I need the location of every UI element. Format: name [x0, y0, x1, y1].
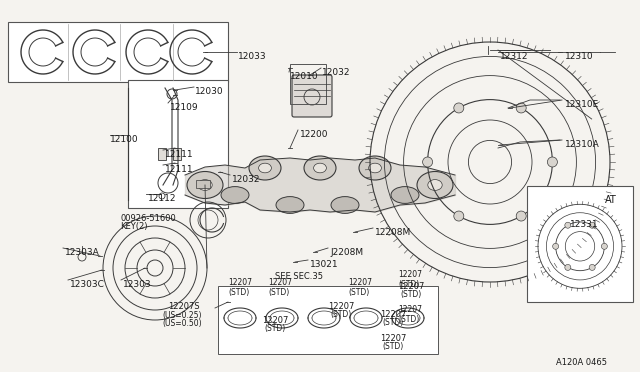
Text: 12207
(STD): 12207 (STD)	[268, 278, 292, 297]
Text: 12207
(STD): 12207 (STD)	[348, 278, 372, 297]
Text: (STD): (STD)	[400, 290, 421, 299]
Bar	[8, 22, 228, 82]
Text: 12303: 12303	[123, 280, 152, 289]
Text: (STD): (STD)	[264, 324, 285, 333]
Ellipse shape	[391, 187, 419, 203]
Text: 12100: 12100	[110, 135, 139, 144]
Text: 12207: 12207	[262, 316, 289, 325]
Text: 12207: 12207	[398, 282, 424, 291]
Ellipse shape	[249, 156, 281, 180]
Text: A120A 0465: A120A 0465	[556, 358, 607, 367]
Circle shape	[547, 157, 557, 167]
Bar	[196, 180, 210, 188]
Text: (STD): (STD)	[330, 310, 351, 319]
Text: 12112: 12112	[148, 194, 177, 203]
Ellipse shape	[428, 180, 442, 190]
Bar	[158, 148, 166, 160]
Ellipse shape	[417, 171, 453, 199]
Circle shape	[589, 222, 595, 228]
Ellipse shape	[331, 196, 359, 214]
Ellipse shape	[198, 180, 212, 190]
Text: (STD): (STD)	[382, 318, 403, 327]
Bar	[527, 186, 633, 302]
Text: 12111: 12111	[165, 150, 194, 159]
Text: 12109: 12109	[170, 103, 198, 112]
Circle shape	[589, 264, 595, 270]
Text: (US=0.50): (US=0.50)	[162, 319, 202, 328]
Bar	[173, 148, 181, 160]
Text: 12310: 12310	[565, 52, 594, 61]
Text: 13021: 13021	[310, 260, 339, 269]
Text: 12310E: 12310E	[565, 100, 599, 109]
Ellipse shape	[259, 163, 271, 173]
Text: 12207
(STD): 12207 (STD)	[228, 278, 252, 297]
Ellipse shape	[187, 171, 223, 199]
Text: KEY(2): KEY(2)	[120, 222, 147, 231]
Text: 12208M: 12208M	[375, 228, 412, 237]
Circle shape	[422, 157, 433, 167]
Text: 12303A: 12303A	[65, 248, 100, 257]
Circle shape	[565, 264, 571, 270]
Bar	[218, 286, 438, 354]
Circle shape	[516, 103, 526, 113]
Text: (STD): (STD)	[382, 342, 403, 351]
Text: 12032: 12032	[322, 68, 351, 77]
Text: 12207
(STD): 12207 (STD)	[398, 270, 422, 289]
Ellipse shape	[304, 156, 336, 180]
Text: 12111: 12111	[165, 165, 194, 174]
Text: 12032: 12032	[232, 175, 260, 184]
Text: 00926-51600: 00926-51600	[120, 214, 176, 223]
Text: 12010: 12010	[290, 72, 319, 81]
Text: 12331: 12331	[570, 220, 598, 229]
Text: 12207S: 12207S	[168, 302, 200, 311]
Text: 12200: 12200	[300, 130, 328, 139]
Text: 12033: 12033	[238, 52, 267, 61]
Text: J2208M: J2208M	[330, 248, 363, 257]
Circle shape	[565, 222, 571, 228]
Circle shape	[516, 211, 526, 221]
Text: 12207: 12207	[380, 310, 406, 319]
Bar	[128, 80, 228, 208]
Text: 12207: 12207	[380, 334, 406, 343]
Ellipse shape	[314, 163, 326, 173]
Ellipse shape	[359, 156, 391, 180]
Text: SEE SEC.35: SEE SEC.35	[275, 272, 323, 281]
Circle shape	[602, 243, 607, 249]
Circle shape	[552, 243, 559, 249]
Bar	[290, 64, 326, 104]
Text: 12312: 12312	[500, 52, 529, 61]
Text: 12207: 12207	[328, 302, 355, 311]
Text: 12303C: 12303C	[70, 280, 105, 289]
Text: 12207
(STD): 12207 (STD)	[398, 305, 422, 324]
Circle shape	[454, 103, 464, 113]
Text: 12030: 12030	[195, 87, 223, 96]
Ellipse shape	[276, 196, 304, 214]
Text: AT: AT	[605, 195, 617, 205]
Ellipse shape	[221, 187, 249, 203]
FancyBboxPatch shape	[292, 75, 332, 117]
Circle shape	[454, 211, 464, 221]
Text: (US=0.25): (US=0.25)	[162, 311, 202, 320]
Ellipse shape	[369, 163, 381, 173]
Text: 12310A: 12310A	[565, 140, 600, 149]
